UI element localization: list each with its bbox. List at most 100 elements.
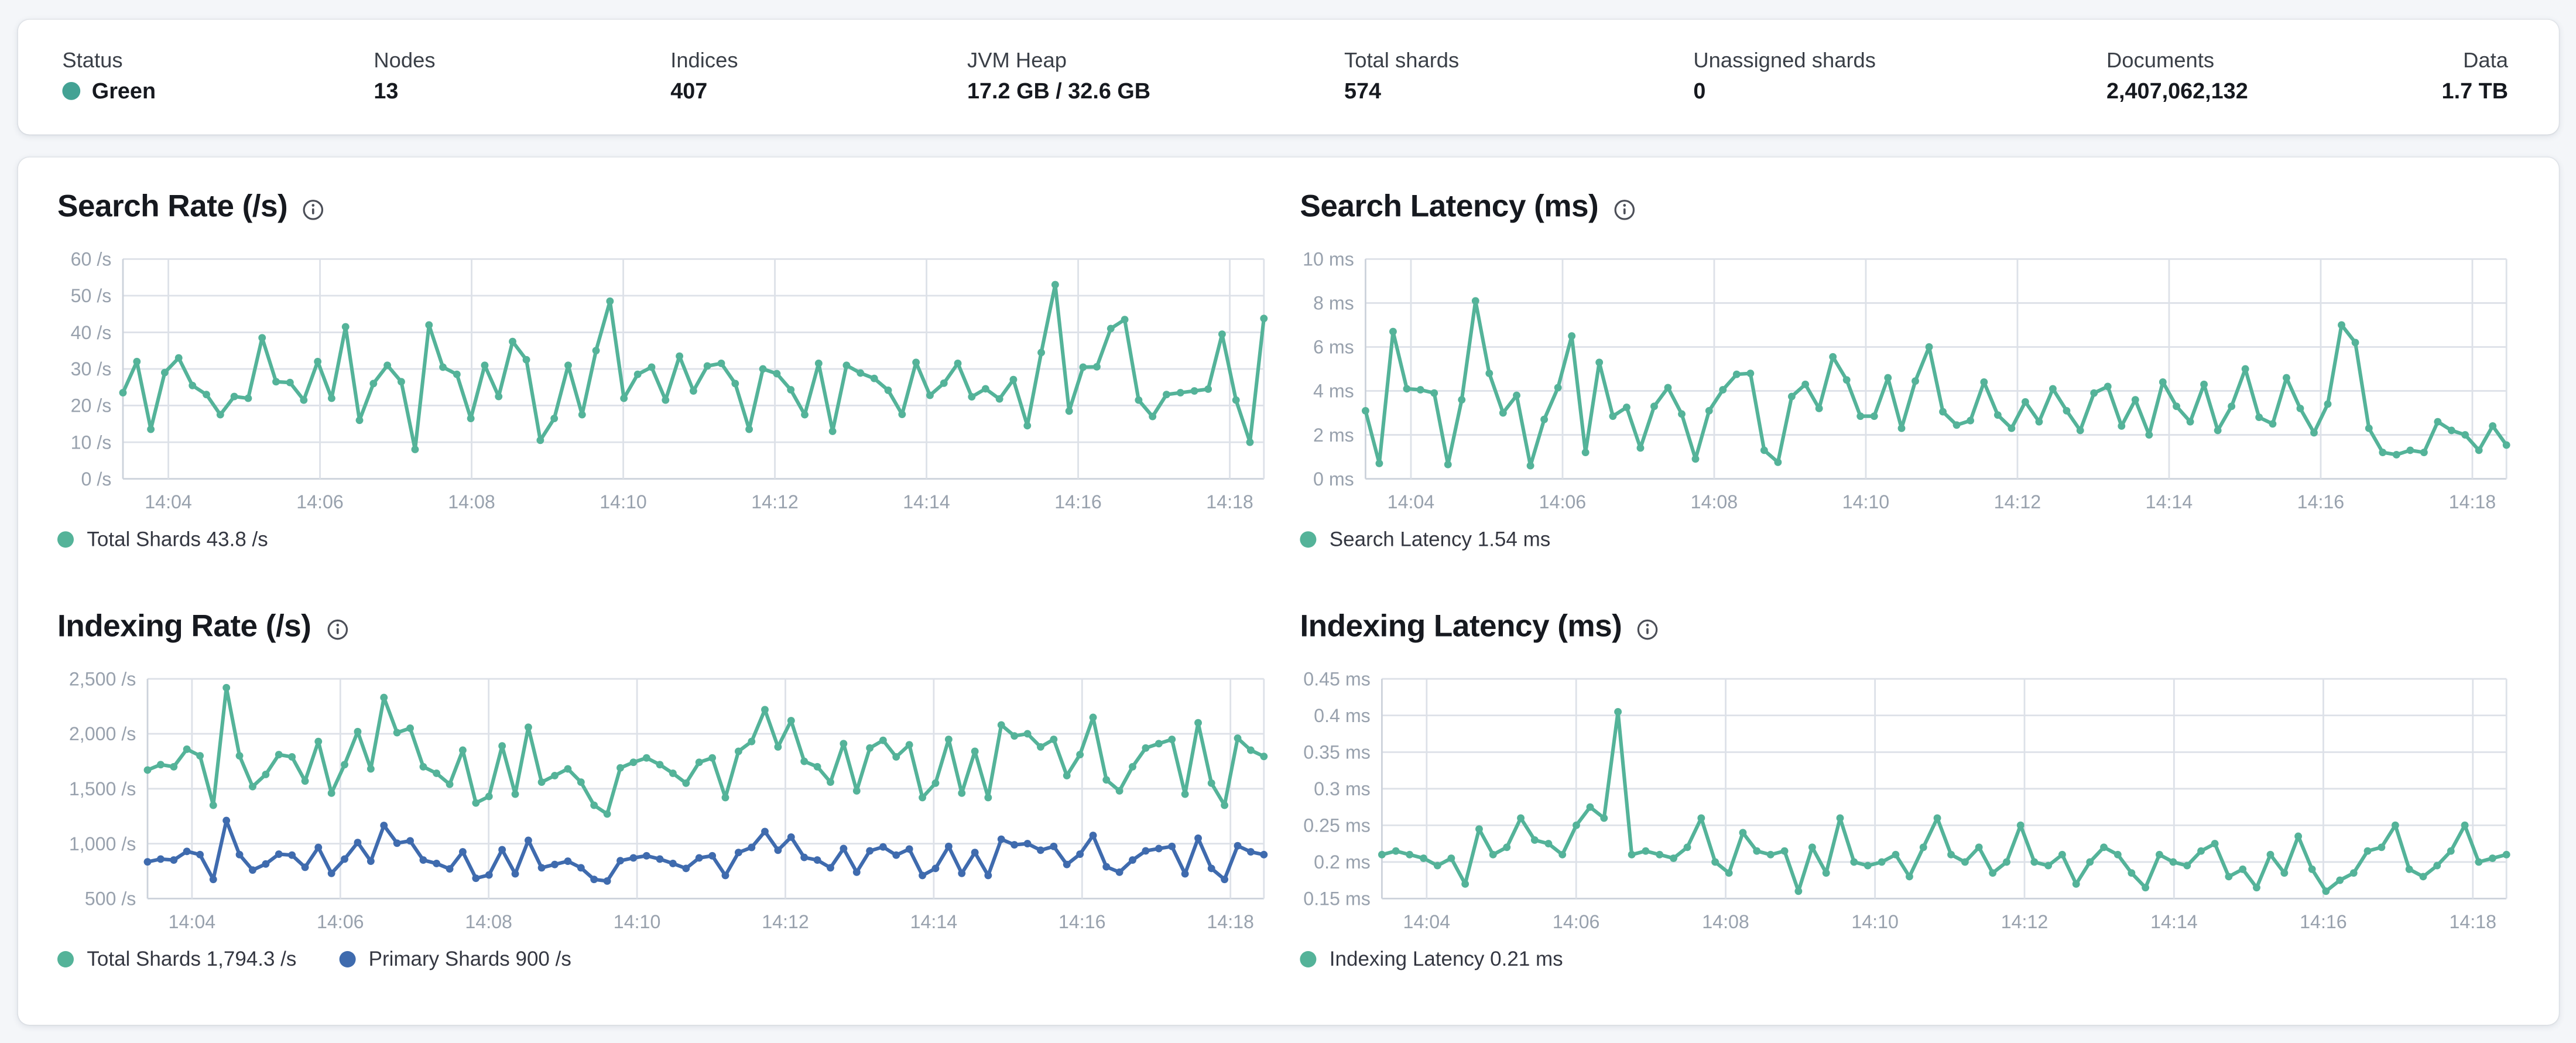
svg-text:60 /s: 60 /s bbox=[71, 249, 112, 270]
stat-value: 0 bbox=[1693, 78, 1706, 104]
svg-text:14:14: 14:14 bbox=[903, 491, 950, 512]
svg-text:1,500 /s: 1,500 /s bbox=[69, 778, 136, 799]
stat-value: Green bbox=[91, 78, 156, 104]
svg-text:14:12: 14:12 bbox=[751, 491, 799, 512]
svg-text:14:18: 14:18 bbox=[2449, 491, 2496, 512]
svg-text:1,000 /s: 1,000 /s bbox=[69, 833, 136, 854]
svg-text:14:18: 14:18 bbox=[1206, 491, 1253, 512]
svg-text:2,000 /s: 2,000 /s bbox=[69, 723, 136, 744]
svg-text:2,500 /s: 2,500 /s bbox=[69, 668, 136, 689]
legend-dot bbox=[1300, 951, 1317, 967]
legend-label: Total Shards 1,794.3 /s bbox=[87, 948, 297, 971]
svg-text:14:08: 14:08 bbox=[465, 911, 512, 932]
chart-title: Indexing Rate (/s) bbox=[57, 610, 311, 645]
legend-label: Total Shards 43.8 /s bbox=[87, 528, 268, 551]
svg-text:14:14: 14:14 bbox=[2146, 491, 2193, 512]
stat-label: Documents bbox=[2106, 47, 2215, 73]
indexing-rate-chart: Indexing Rate (/s) 2,500 /s 2,000 /s 1,500… bbox=[57, 603, 1277, 971]
svg-text:14:06: 14:06 bbox=[1553, 911, 1600, 932]
svg-text:14:18: 14:18 bbox=[2450, 911, 2497, 932]
svg-text:14:08: 14:08 bbox=[1691, 491, 1738, 512]
info-icon[interactable] bbox=[1613, 199, 1636, 221]
legend-item-total-shards[interactable]: Total Shards 43.8 /s bbox=[57, 528, 268, 551]
stat-label: Status bbox=[62, 47, 123, 73]
legend-item-total-shards[interactable]: Total Shards 1,794.3 /s bbox=[57, 948, 297, 971]
svg-text:6 ms: 6 ms bbox=[1313, 337, 1354, 358]
legend-dot bbox=[57, 531, 74, 548]
legend: Total Shards 1,794.3 /s Primary Shards 9… bbox=[57, 948, 1277, 971]
svg-text:0.35 ms: 0.35 ms bbox=[1303, 742, 1371, 763]
svg-text:14:16: 14:16 bbox=[1054, 491, 1102, 512]
legend: Total Shards 43.8 /s bbox=[57, 528, 1277, 551]
svg-text:0.25 ms: 0.25 ms bbox=[1303, 815, 1371, 836]
svg-text:0.2 ms: 0.2 ms bbox=[1314, 852, 1371, 873]
svg-text:4 ms: 4 ms bbox=[1313, 381, 1354, 402]
legend-item-primary-shards[interactable]: Primary Shards 900 /s bbox=[339, 948, 571, 971]
stat-value: 13 bbox=[374, 78, 399, 104]
svg-text:14:16: 14:16 bbox=[2300, 911, 2347, 932]
legend: Search Latency 1.54 ms bbox=[1300, 528, 2519, 551]
svg-text:40 /s: 40 /s bbox=[71, 322, 112, 343]
svg-text:14:12: 14:12 bbox=[1994, 491, 2041, 512]
svg-text:14:10: 14:10 bbox=[600, 491, 647, 512]
svg-text:2 ms: 2 ms bbox=[1313, 425, 1354, 446]
indexing-latency-chart: Indexing Latency (ms) 0.45 ms 0.4 ms 0.35 … bbox=[1300, 603, 2519, 971]
svg-text:0.15 ms: 0.15 ms bbox=[1303, 888, 1371, 909]
svg-text:14:08: 14:08 bbox=[1702, 911, 1749, 932]
search-latency-chart-canvas[interactable]: 10 ms 8 ms 6 ms 4 ms 2 ms 0 ms 14:04 14:06 14:08… bbox=[1300, 249, 2519, 515]
svg-text:0.3 ms: 0.3 ms bbox=[1314, 778, 1371, 799]
svg-text:14:18: 14:18 bbox=[1207, 911, 1254, 932]
svg-text:0.45 ms: 0.45 ms bbox=[1303, 668, 1371, 689]
indexing-latency-chart-canvas[interactable]: 0.45 ms 0.4 ms 0.35 ms 0.3 ms 0.25 ms 0.2 ms 0… bbox=[1300, 668, 2519, 935]
chart-title: Indexing Latency (ms) bbox=[1300, 610, 1622, 645]
info-icon[interactable] bbox=[302, 199, 325, 221]
stat-data-size: Data 1.7 TB bbox=[2311, 20, 2508, 135]
stat-value: 1.7 TB bbox=[2441, 78, 2508, 104]
svg-text:14:14: 14:14 bbox=[910, 911, 958, 932]
cluster-status-bar: Status Green Nodes 13 Indices 407 JVM He… bbox=[18, 19, 2559, 135]
legend-item-search-latency[interactable]: Search Latency 1.54 ms bbox=[1300, 528, 1550, 551]
svg-text:10 /s: 10 /s bbox=[71, 432, 112, 453]
svg-text:14:06: 14:06 bbox=[1539, 491, 1587, 512]
stat-label: JVM Heap bbox=[967, 47, 1067, 73]
search-rate-chart-canvas[interactable]: 60 /s 50 /s 40 /s 30 /s 20 /s 10 /s 0 /s 14:04 1… bbox=[57, 249, 1277, 515]
svg-text:8 ms: 8 ms bbox=[1313, 293, 1354, 314]
svg-text:14:06: 14:06 bbox=[317, 911, 364, 932]
stat-value: 2,407,062,132 bbox=[2106, 78, 2248, 104]
svg-text:14:16: 14:16 bbox=[1059, 911, 1106, 932]
svg-text:14:06: 14:06 bbox=[296, 491, 344, 512]
stat-value: 407 bbox=[670, 78, 708, 104]
svg-text:14:08: 14:08 bbox=[448, 491, 495, 512]
legend-dot bbox=[339, 951, 356, 967]
svg-text:500 /s: 500 /s bbox=[85, 888, 136, 909]
legend-label: Indexing Latency 0.21 ms bbox=[1329, 948, 1563, 971]
svg-text:10 ms: 10 ms bbox=[1303, 249, 1354, 270]
chart-title: Search Latency (ms) bbox=[1300, 190, 1599, 225]
legend: Indexing Latency 0.21 ms bbox=[1300, 948, 2519, 971]
stat-value: 574 bbox=[1344, 78, 1382, 104]
info-icon[interactable] bbox=[1637, 618, 1660, 641]
chart-title: Search Rate (/s) bbox=[57, 190, 288, 225]
stat-label: Nodes bbox=[374, 47, 436, 73]
legend-item-indexing-latency[interactable]: Indexing Latency 0.21 ms bbox=[1300, 948, 1563, 971]
stat-value: 17.2 GB / 32.6 GB bbox=[967, 78, 1151, 104]
legend-label: Search Latency 1.54 ms bbox=[1329, 528, 1551, 551]
legend-dot bbox=[57, 951, 74, 967]
svg-text:14:04: 14:04 bbox=[1403, 911, 1451, 932]
svg-text:30 /s: 30 /s bbox=[71, 358, 112, 379]
svg-text:20 /s: 20 /s bbox=[71, 395, 112, 416]
search-rate-chart: Search Rate (/s) 60 /s 50 /s 40 /s 30 /s 20 … bbox=[57, 184, 1277, 551]
svg-text:0.4 ms: 0.4 ms bbox=[1314, 705, 1371, 726]
svg-text:14:04: 14:04 bbox=[1388, 491, 1435, 512]
info-icon[interactable] bbox=[326, 618, 349, 641]
stat-label: Indices bbox=[670, 47, 738, 73]
svg-text:14:04: 14:04 bbox=[169, 911, 216, 932]
svg-text:0 /s: 0 /s bbox=[81, 469, 112, 490]
svg-text:14:10: 14:10 bbox=[1851, 911, 1899, 932]
svg-text:0 ms: 0 ms bbox=[1313, 469, 1354, 490]
svg-text:14:10: 14:10 bbox=[614, 911, 661, 932]
stat-label: Data bbox=[2463, 47, 2508, 73]
indexing-rate-chart-canvas[interactable]: 2,500 /s 2,000 /s 1,500 /s 1,000 /s 500 /s 14… bbox=[57, 668, 1277, 935]
svg-text:14:16: 14:16 bbox=[2297, 491, 2345, 512]
